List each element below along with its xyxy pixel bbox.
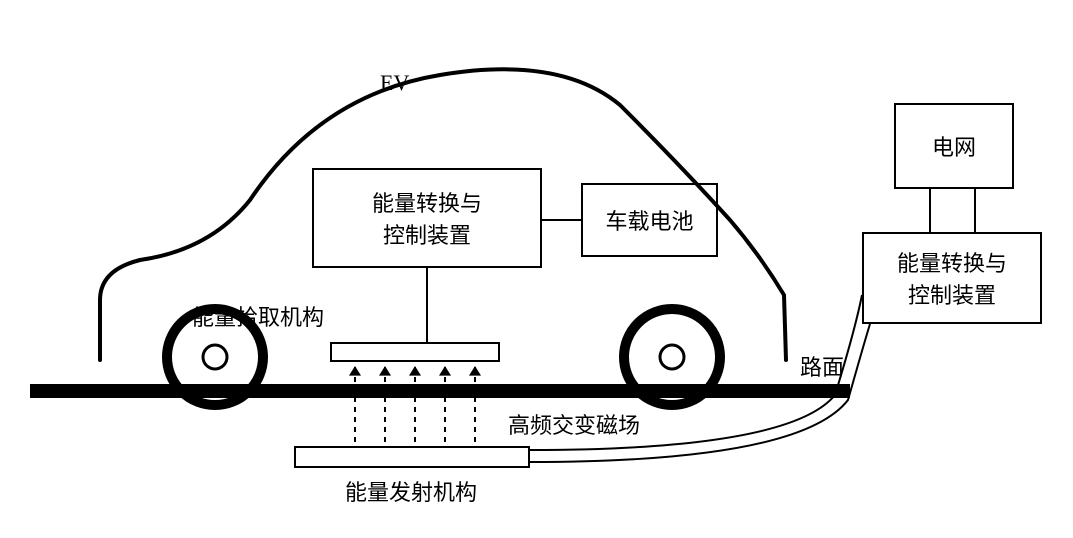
grid-label: 电网	[932, 130, 976, 162]
converter-car-label: 能量转换与 控制装置	[372, 186, 482, 250]
converter-car-box: 能量转换与 控制装置	[312, 168, 542, 268]
tx-label: 能量发射机构	[345, 475, 477, 507]
transmitter-box	[294, 446, 530, 468]
converter-grid-label: 能量转换与 控制装置	[897, 246, 1007, 310]
converter-grid-box: 能量转换与 控制装置	[862, 232, 1042, 324]
diagram-stage: { "canvas": { "width": 1073, "height": 5…	[0, 0, 1073, 538]
pickup-label: 能量拾取机构	[192, 300, 324, 332]
field-label: 高频交变磁场	[508, 408, 640, 440]
road-label: 路面	[800, 350, 844, 382]
ev-label: EV	[380, 70, 409, 96]
receiver-box	[330, 342, 500, 362]
battery-label: 车载电池	[605, 204, 693, 236]
grid-box: 电网	[894, 103, 1014, 189]
battery-box: 车载电池	[581, 183, 718, 257]
road-surface	[30, 384, 850, 398]
